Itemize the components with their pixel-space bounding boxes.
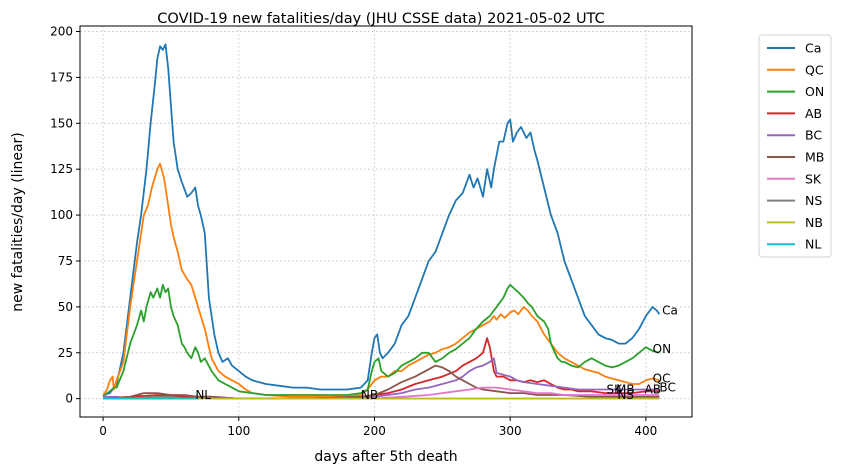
legend: Ca QC ON AB BC MB SK NS NB NL <box>758 34 832 258</box>
end-label-mb: MB <box>616 382 635 396</box>
series-lines <box>102 43 661 400</box>
y-tick-label: 200 <box>50 25 73 39</box>
end-label-ca: Ca <box>662 304 678 318</box>
x-tick-label: 400 <box>634 424 657 438</box>
x-axis-label: days after 5th death <box>314 449 457 465</box>
x-tick-label: 100 <box>227 424 250 438</box>
end-label-ns: NS <box>617 388 634 402</box>
legend-label-sk: SK <box>805 171 822 186</box>
legend-label-mb: MB <box>805 150 824 165</box>
y-tick-label: 25 <box>58 346 73 360</box>
end-label-on: ON <box>653 342 671 356</box>
x-tick-label: 300 <box>499 424 522 438</box>
end-label-sk: SK <box>607 382 624 396</box>
grid <box>80 26 692 417</box>
series-line-qc <box>102 162 660 398</box>
end-label-bc: BC <box>659 381 675 395</box>
end-label-ab: AB <box>645 382 661 396</box>
y-tick-label: 0 <box>65 392 73 406</box>
x-tick-label: 0 <box>99 424 107 438</box>
legend-label-nb: NB <box>805 215 823 230</box>
legend-label-nl: NL <box>805 237 821 252</box>
y-tick-label: 125 <box>50 162 73 176</box>
end-label-qc: QC <box>653 371 671 385</box>
y-axis-label: new fatalities/day (linear) <box>10 132 26 311</box>
y-tick-label: 50 <box>58 300 73 314</box>
x-tick-label: 200 <box>363 424 386 438</box>
series-line-ca <box>102 43 661 396</box>
end-label-nl: NL <box>195 388 211 402</box>
legend-label-ca: Ca <box>805 41 821 56</box>
axes: 0 100 200 300 400 0 25 50 75 100 125 150 175 200 <box>50 25 657 438</box>
y-tick-label: 175 <box>50 70 73 84</box>
y-tick-label: 100 <box>50 208 73 222</box>
legend-label-ns: NS <box>805 193 822 208</box>
y-tick-label: 75 <box>58 254 73 268</box>
legend-label-qc: QC <box>805 62 824 77</box>
series-line-mb <box>103 364 660 400</box>
plot-frame <box>79 25 693 418</box>
end-label-nb: NB <box>361 388 378 402</box>
legend-label-on: ON <box>805 84 824 99</box>
legend-label-bc: BC <box>805 128 822 143</box>
y-tick-label: 150 <box>50 116 73 130</box>
series-line-on <box>102 283 660 398</box>
legend-label-ab: AB <box>805 106 822 121</box>
chart-title: COVID-19 new fatalities/day (JHU CSSE da… <box>157 11 604 27</box>
